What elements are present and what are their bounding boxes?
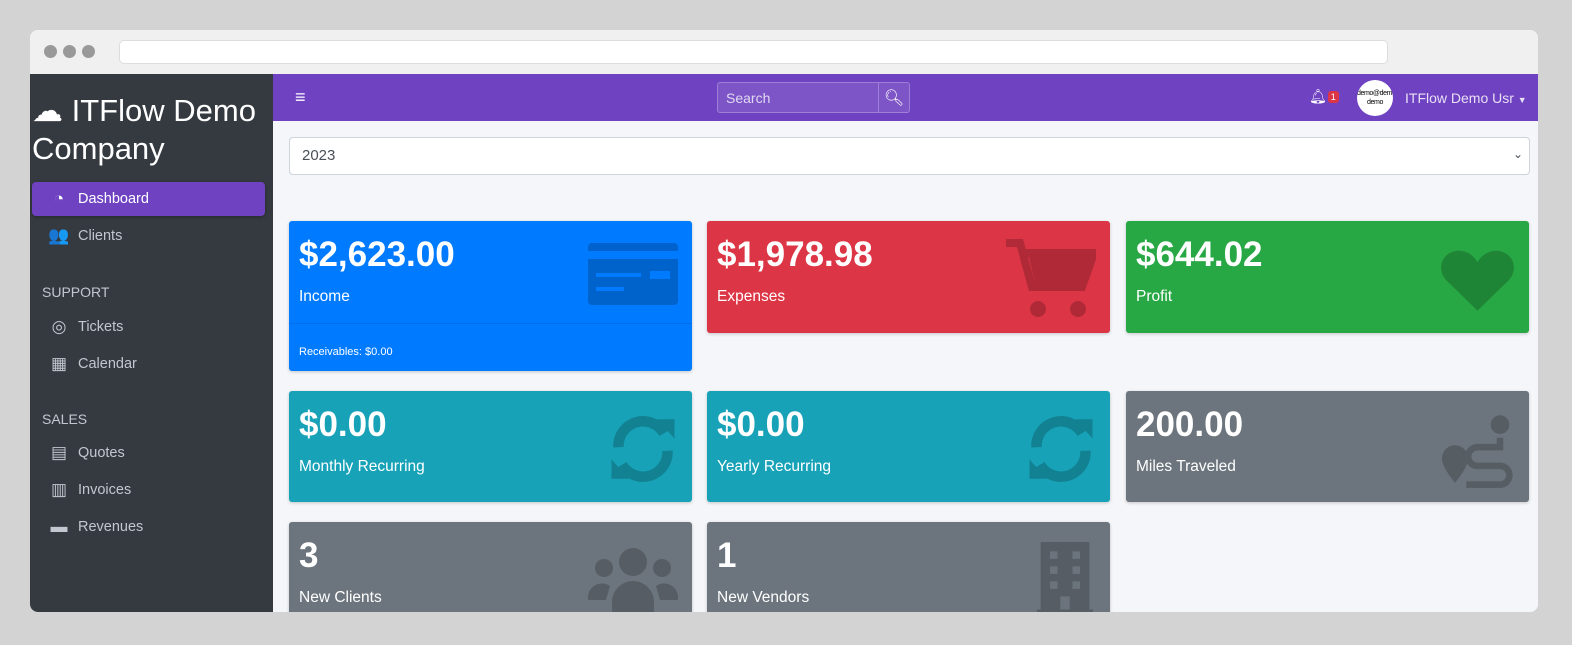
label: Tickets [78, 319, 124, 335]
label: Quotes [78, 445, 125, 461]
card-value: 200.00 [1136, 405, 1244, 444]
file-icon: ▤ [50, 443, 68, 462]
year-value: 2023 [302, 147, 336, 164]
notifications-button[interactable]: 🔔︎ 1 [1309, 88, 1339, 105]
shopping-cart-icon [1006, 239, 1096, 317]
top-navbar: ≡ 🔍︎ 🔔︎ 1 demo@demo demo ITFlow Demo Usr… [273, 74, 1538, 121]
card-label: Income [299, 288, 350, 305]
browser-chrome [30, 30, 1538, 74]
label: Calendar [78, 356, 137, 372]
gauge-icon: ◔ [53, 189, 65, 208]
window-close-dot[interactable] [44, 45, 57, 58]
card-label: Expenses [717, 288, 786, 305]
profit-card[interactable]: $644.02 Profit [1126, 221, 1529, 333]
card-label: New Vendors [717, 589, 810, 606]
label: Invoices [78, 482, 132, 498]
search-icon: 🔍︎ [883, 89, 905, 107]
address-bar[interactable] [119, 40, 1388, 64]
cloud-icon: ☁ [32, 93, 63, 128]
card-label: Miles Traveled [1136, 458, 1236, 475]
label: Clients [78, 228, 123, 244]
sidebar-item-clients[interactable]: 👥 Clients [32, 219, 265, 253]
card-label: New Clients [299, 589, 382, 606]
sidebar-item-invoices[interactable]: ▥ Invoices [32, 473, 265, 507]
bell-icon: 🔔︎ [1309, 88, 1327, 104]
income-card[interactable]: $2,623.00 Income Receivables: $0.00 [289, 221, 692, 371]
sidebar-item-quotes[interactable]: ▤ Quotes [32, 436, 265, 470]
card-value: $644.02 [1136, 235, 1263, 274]
notification-badge: 1 [1327, 90, 1339, 103]
card-label: Profit [1136, 288, 1173, 305]
miles-traveled-card[interactable]: 200.00 Miles Traveled [1126, 391, 1529, 502]
year-select[interactable]: 2023 ⌄ [289, 137, 1530, 175]
new-vendors-card[interactable]: 1 New Vendors [707, 522, 1110, 612]
sidebar-item-tickets[interactable]: ◎ Tickets [32, 310, 265, 344]
card-label: Yearly Recurring [717, 458, 832, 475]
expenses-card[interactable]: $1,978.98 Expenses [707, 221, 1110, 333]
sync-icon [1029, 416, 1093, 482]
card-value: $2,623.00 [299, 235, 455, 274]
search-input[interactable] [718, 83, 878, 112]
users-icon: 👥 [48, 226, 70, 245]
sync-icon [611, 416, 675, 482]
menu-toggle-icon[interactable]: ≡ [295, 87, 306, 107]
credit-card-icon [588, 243, 678, 305]
sidebar-item-calendar[interactable]: ▦ Calendar [32, 347, 265, 381]
support-header: SUPPORT [42, 284, 110, 300]
card-value: $0.00 [717, 405, 805, 444]
brand[interactable]: ☁ ITFlow Demo Company [30, 74, 273, 168]
brand-name: ITFlow Demo Company [32, 93, 256, 166]
browser-window: ☁ ITFlow Demo Company ◔ Dashboard 👥 Client… [30, 30, 1538, 612]
sidebar: ☁ ITFlow Demo Company ◔ Dashboard 👥 Client… [30, 74, 273, 612]
card-value: $0.00 [299, 405, 387, 444]
sales-header: SALES [42, 411, 88, 427]
user-menu[interactable]: ITFlow Demo Usr ▼ [1405, 90, 1527, 106]
label: Dashboard [78, 191, 149, 207]
label: Revenues [78, 519, 144, 535]
window-maximize-dot[interactable] [82, 45, 95, 58]
heart-icon [1441, 250, 1514, 311]
card-value: $1,978.98 [717, 235, 873, 274]
avatar[interactable]: demo@demo demo [1357, 80, 1393, 116]
dashboard-content: 2023 ⌄ $2,623.00 Income Receivables: $0.00… [273, 121, 1538, 612]
credit-card-icon: ▬ [50, 517, 68, 536]
sidebar-item-dashboard[interactable]: ◔ Dashboard [32, 182, 265, 216]
card-label: Monthly Recurring [299, 458, 425, 475]
monthly-recurring-card[interactable]: $0.00 Monthly Recurring [289, 391, 692, 502]
user-name: ITFlow Demo Usr [1405, 90, 1514, 106]
invoice-icon: ▥ [50, 480, 68, 499]
search-button[interactable]: 🔍︎ [878, 83, 909, 112]
yearly-recurring-card[interactable]: $0.00 Yearly Recurring [707, 391, 1110, 502]
search-form: 🔍︎ [717, 82, 910, 113]
building-icon [1036, 542, 1094, 612]
receivables-footer: Receivables: $0.00 [289, 323, 692, 371]
window-minimize-dot[interactable] [63, 45, 76, 58]
new-clients-card[interactable]: 3 New Clients [289, 522, 692, 612]
users-icon [588, 548, 678, 612]
caret-down-icon: ▼ [1517, 95, 1527, 105]
sidebar-item-revenues[interactable]: ▬ Revenues [32, 510, 265, 544]
chevron-down-icon: ⌄ [1512, 147, 1523, 161]
life-ring-icon: ◎ [51, 317, 67, 336]
route-icon [1441, 415, 1513, 488]
calendar-icon: ▦ [50, 354, 68, 373]
card-value: 3 [299, 536, 319, 575]
card-value: 1 [717, 536, 737, 575]
